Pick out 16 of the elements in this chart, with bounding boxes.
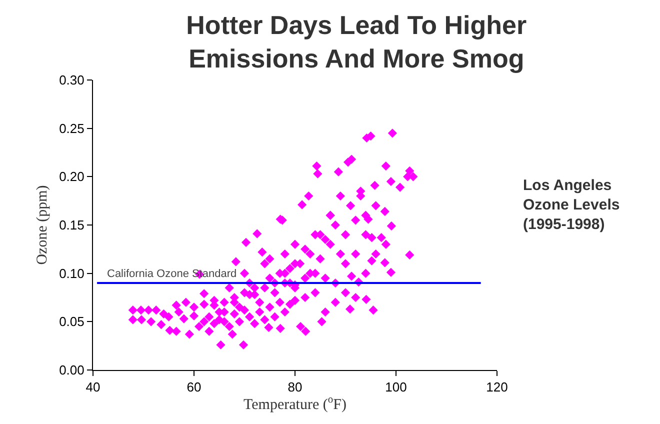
y-tick-label: 0.20 <box>59 169 84 184</box>
chart-title: Hotter Days Lead To Higher Emissions And More Smog <box>186 10 527 74</box>
y-tick-label: 0.15 <box>59 218 84 233</box>
x-tick-label: 60 <box>186 380 202 395</box>
x-tick-label: 120 <box>486 380 508 395</box>
x-axis-title: Temperature ($^{o}$F) <box>244 394 346 413</box>
y-tick-label: 0.30 <box>59 72 84 88</box>
y-axis-title: Ozone (ppm) <box>34 185 50 265</box>
y-tick-label: 0.10 <box>59 266 84 281</box>
y-tick-label: 0.25 <box>59 120 84 136</box>
x-tick-label: 100 <box>385 380 407 395</box>
x-tick-label: 40 <box>86 380 100 395</box>
x-tick-label: 80 <box>288 380 302 395</box>
y-tick-label: 0.05 <box>59 314 84 330</box>
y-tick-label: 0.00 <box>59 362 84 378</box>
text: Los Angeles Ozone Levels (1995-1998) <box>523 177 620 233</box>
